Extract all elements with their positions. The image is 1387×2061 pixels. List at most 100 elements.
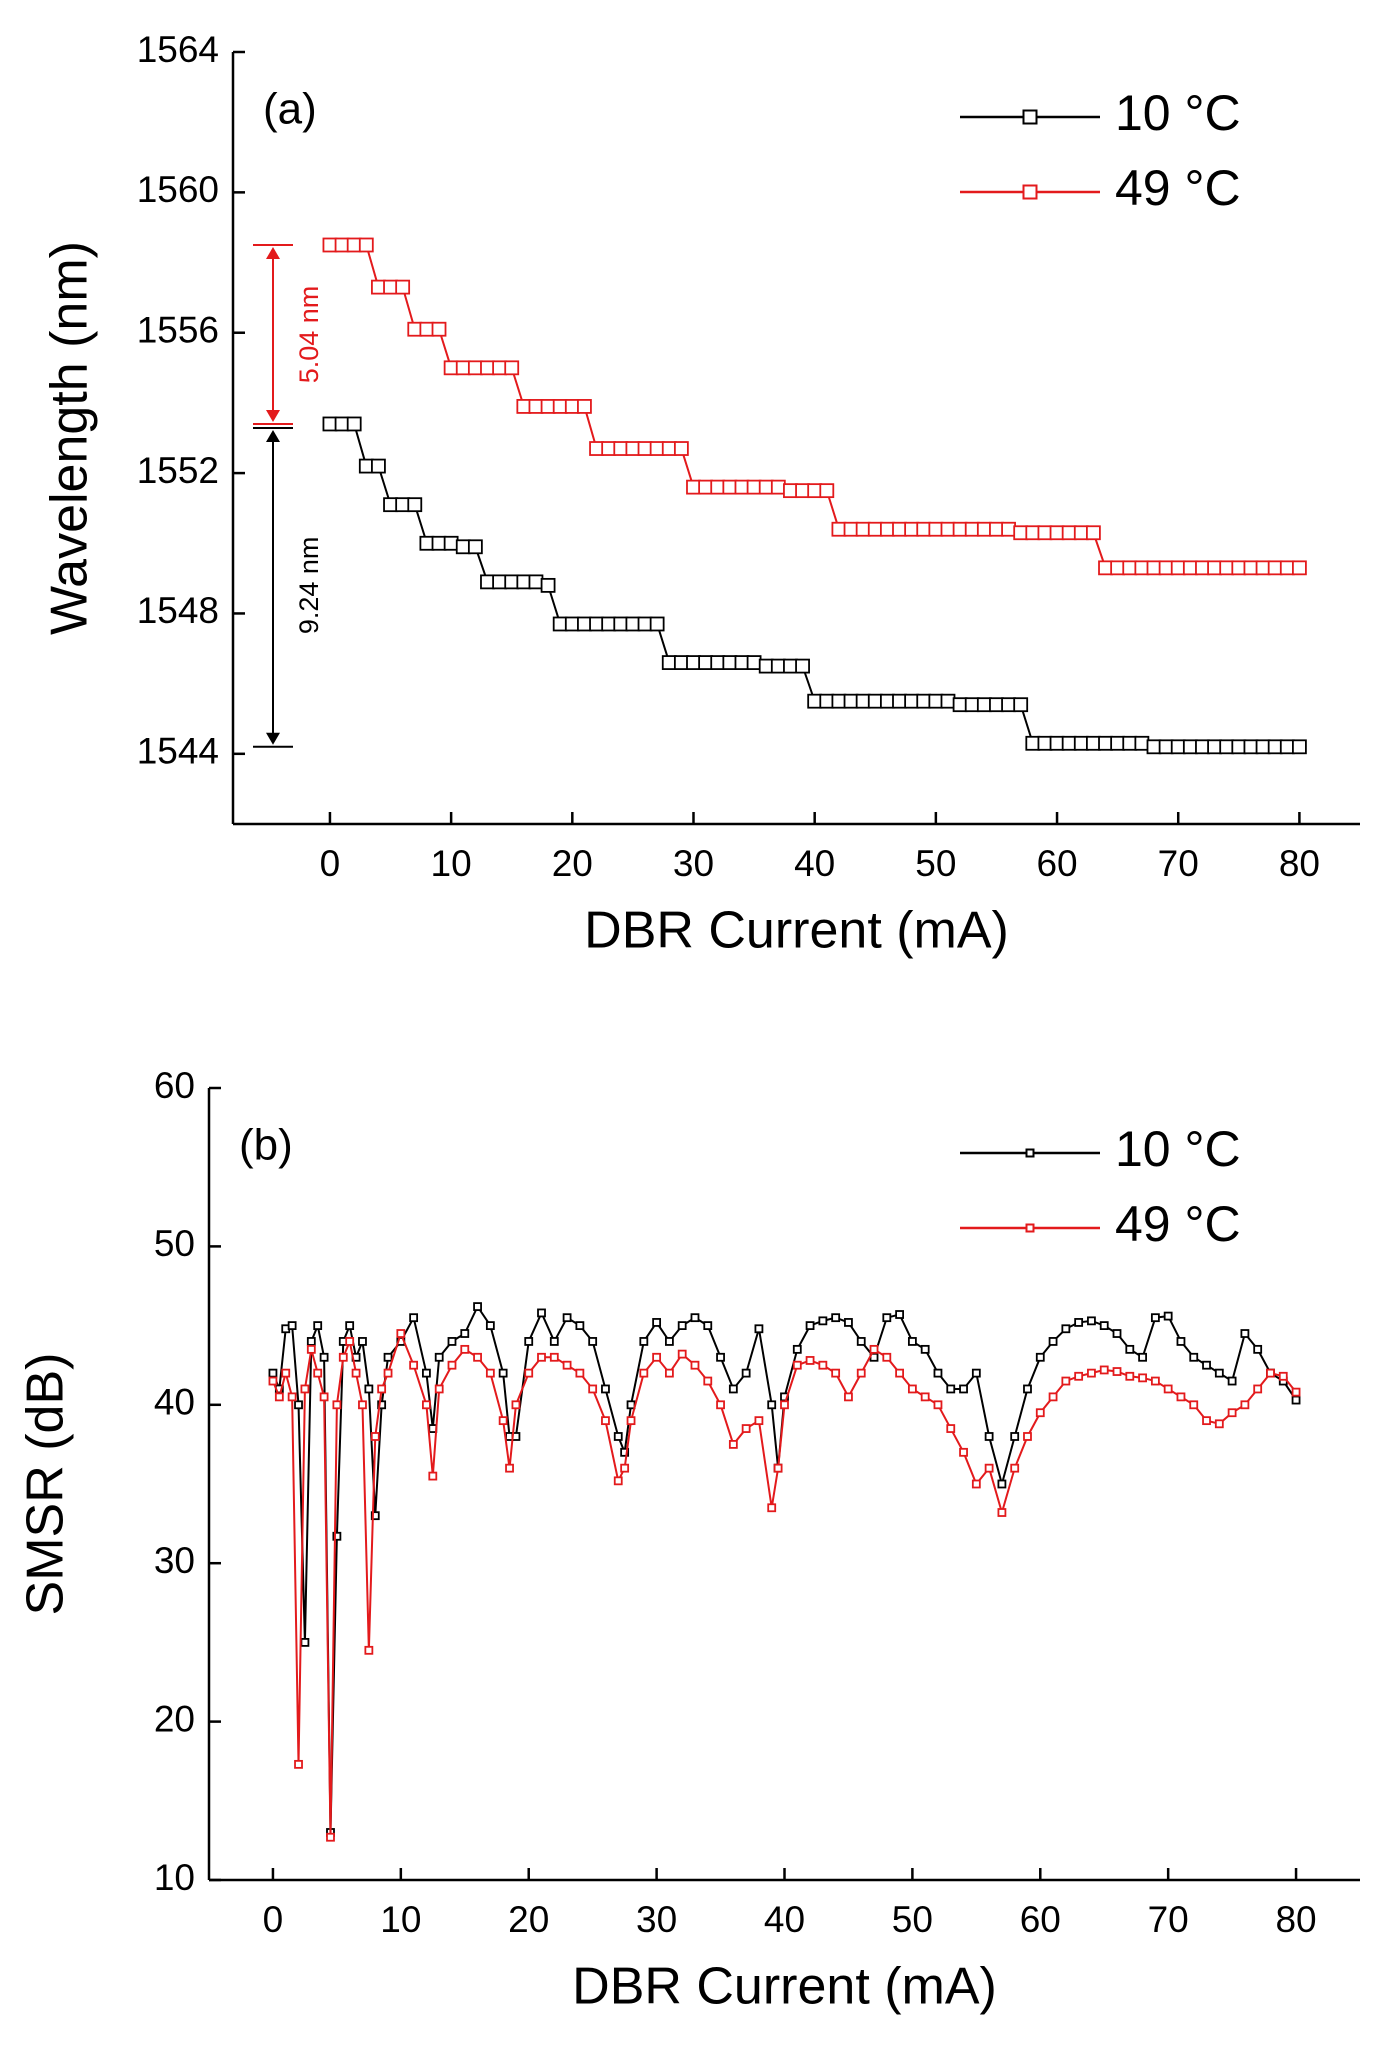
marker [892,693,907,709]
marker [447,1337,457,1346]
marker [1035,1352,1045,1362]
marker [1061,1324,1071,1334]
marker [1255,560,1271,576]
marker [746,479,762,495]
marker [562,1313,572,1323]
marker [370,1432,380,1441]
marker [819,483,835,499]
marker [1085,525,1101,541]
marker [1219,560,1235,576]
marker [734,479,750,495]
marker [1112,1329,1122,1338]
marker [601,616,617,632]
marker [428,1471,438,1481]
marker [856,1337,866,1346]
marker [383,279,398,295]
marker [818,1316,828,1326]
marker [758,479,774,495]
marker [319,1392,329,1402]
x-tick-label: 30 [673,843,714,884]
marker [419,535,435,551]
marker [989,697,1004,713]
marker [370,1511,380,1521]
marker [601,441,617,456]
y-axis-label: SMSR (dB) [17,1353,75,1616]
x-tick-label: 20 [508,1899,549,1940]
marker [371,279,386,295]
marker [467,539,483,555]
marker [1010,1463,1020,1473]
marker [869,1344,879,1354]
marker [613,1432,623,1441]
marker [879,521,895,537]
marker [940,693,956,709]
series-line [272,1304,1297,1833]
marker [1158,739,1174,755]
marker [1219,739,1235,755]
marker [677,1321,687,1330]
marker [1049,525,1065,541]
marker [371,458,386,474]
marker [552,399,568,414]
marker [498,1368,508,1378]
y-axis-label: Wavelength (nm) [41,241,99,635]
marker [485,1368,495,1378]
marker [1099,1321,1109,1330]
marker [588,1384,598,1394]
panel-label: (a) [263,85,317,134]
marker [703,1376,713,1386]
marker [1267,560,1283,576]
marker [690,1360,700,1370]
marker [665,1368,674,1378]
marker [1073,735,1089,751]
x-axis-label: DBR Current (mA) [584,902,1009,960]
marker [1207,560,1222,576]
x-tick-label: 20 [552,843,593,884]
marker [698,655,714,670]
marker [511,1400,521,1410]
marker [407,321,423,337]
marker [1214,1419,1224,1429]
marker [1207,739,1222,755]
x-tick-label: 10 [380,1899,421,1940]
marker [588,1337,598,1346]
marker [377,1384,387,1394]
marker [933,1400,943,1410]
marker [844,1318,853,1327]
marker [1074,1371,1084,1381]
marker [831,1368,841,1378]
y-tick-label: 1544 [137,731,219,772]
marker [1202,1416,1211,1426]
marker [364,1645,374,1655]
marker [383,1368,393,1378]
marker [334,237,350,253]
y-tick-label: 30 [154,1540,195,1581]
marker [346,416,362,432]
marker [1146,739,1162,755]
marker [613,616,629,632]
marker [818,1360,828,1370]
marker [1125,1371,1135,1381]
marker [1170,560,1186,576]
marker [734,655,750,670]
marker [754,1416,764,1426]
marker [1176,1392,1186,1402]
x-tick-label: 60 [1036,843,1077,884]
marker [1170,739,1186,755]
marker [1085,735,1101,751]
marker [770,479,786,495]
marker [805,1321,815,1330]
marker [665,1337,674,1346]
marker [492,360,508,376]
marker [443,360,459,376]
marker [1189,1400,1199,1410]
marker [971,1479,981,1489]
marker [1255,739,1271,755]
marker [358,1400,367,1410]
legend-label: 10 °C [1115,1121,1241,1177]
dim-arrow [266,247,280,259]
x-tick-label: 0 [263,1899,284,1940]
dim-arrow [266,409,280,422]
marker [313,1368,323,1378]
